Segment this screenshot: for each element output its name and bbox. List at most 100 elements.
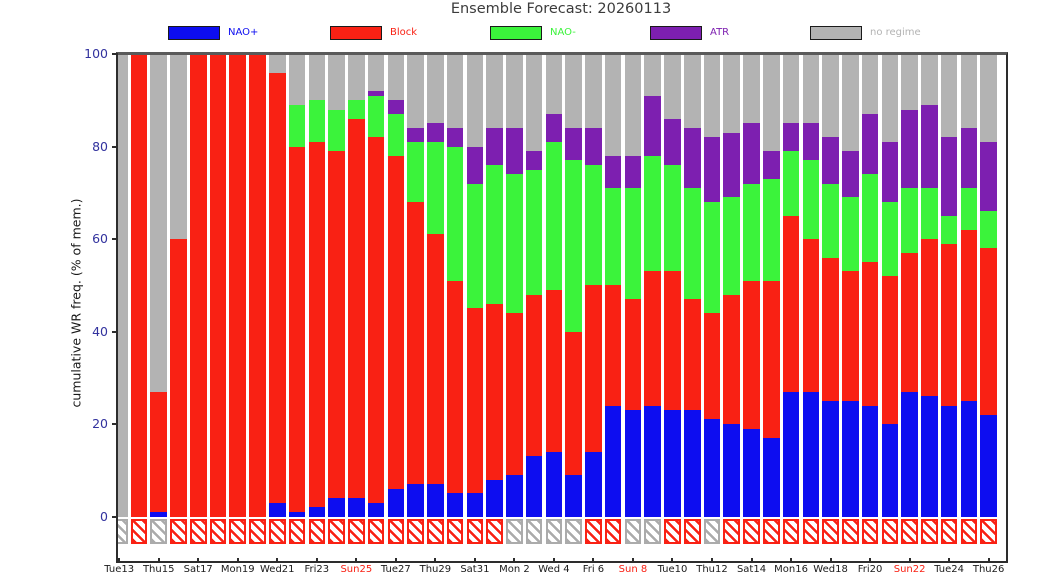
dominant-regime-box bbox=[249, 519, 266, 544]
no-regime-segment bbox=[762, 54, 780, 152]
NAO+-segment bbox=[506, 474, 523, 517]
y-tick-label: 60 bbox=[92, 231, 108, 246]
NAO+-segment bbox=[703, 419, 721, 517]
NAO+-segment bbox=[565, 474, 582, 517]
Block-segment bbox=[842, 271, 859, 401]
NAO+-segment bbox=[802, 391, 820, 517]
dominant-regime-box bbox=[624, 519, 642, 544]
bar-Fri30 bbox=[446, 54, 464, 517]
dominant-regime-box bbox=[150, 519, 167, 544]
no-regime-segment bbox=[703, 54, 721, 138]
NAO--segment bbox=[427, 141, 444, 235]
ATR-segment bbox=[644, 95, 661, 156]
NAO+-segment bbox=[901, 391, 918, 517]
dominant-regime-box bbox=[446, 519, 464, 544]
ATR-segment bbox=[960, 128, 978, 189]
Block-segment bbox=[268, 72, 286, 503]
no-regime-segment bbox=[822, 54, 839, 138]
ATR-segment bbox=[743, 123, 760, 184]
NAO--segment bbox=[624, 188, 642, 300]
x-tick-mark bbox=[394, 558, 397, 563]
Block-segment bbox=[308, 141, 326, 508]
NAO+-segment bbox=[940, 405, 958, 517]
ATR-segment bbox=[802, 123, 820, 161]
x-tick-mark bbox=[118, 558, 121, 563]
bar-Fri6 bbox=[585, 54, 602, 517]
NAO--segment bbox=[506, 174, 523, 313]
no-regime-segment bbox=[387, 54, 405, 101]
y-tick-label: 80 bbox=[92, 138, 108, 154]
x-tick-label: Fri23 bbox=[304, 564, 330, 575]
Block-segment bbox=[585, 285, 602, 452]
y-tick-label: 40 bbox=[92, 323, 108, 339]
y-tick-mark bbox=[112, 53, 118, 55]
dominant-regime-box bbox=[209, 519, 227, 544]
no-regime-segment bbox=[486, 54, 503, 128]
no-regime-segment bbox=[545, 54, 563, 115]
Block-segment bbox=[525, 294, 543, 457]
dominant-regime-box bbox=[367, 519, 385, 544]
no-regime-segment bbox=[960, 54, 978, 128]
no-regime-segment bbox=[348, 54, 365, 101]
Block-segment bbox=[940, 243, 958, 406]
no-regime-segment bbox=[466, 54, 484, 147]
dominant-regime-box bbox=[427, 519, 444, 544]
dominant-regime-box bbox=[288, 519, 306, 544]
dominant-regime-box bbox=[130, 519, 148, 544]
x-tick-label: Wed21 bbox=[260, 564, 295, 575]
NAO--segment bbox=[466, 183, 484, 309]
bar-Wed18 bbox=[822, 54, 839, 517]
NAO+-segment bbox=[743, 428, 760, 517]
dominant-regime-box bbox=[348, 519, 365, 544]
NAO--segment bbox=[604, 188, 622, 286]
NAO--segment bbox=[762, 178, 780, 281]
NAO--segment bbox=[308, 100, 326, 142]
no-regime-segment bbox=[565, 54, 582, 128]
dominant-regime-box bbox=[118, 519, 128, 544]
legend-swatch-NAO- bbox=[490, 26, 542, 40]
dominant-regime-box bbox=[308, 519, 326, 544]
NAO+-segment bbox=[348, 498, 365, 517]
NAO+-segment bbox=[308, 507, 326, 517]
NAO--segment bbox=[723, 197, 741, 295]
Block-segment bbox=[703, 313, 721, 420]
ATR-segment bbox=[525, 151, 543, 170]
x-tick-label: Tue13 bbox=[104, 564, 135, 575]
bar-Wed4 bbox=[545, 54, 563, 517]
no-regime-segment bbox=[288, 54, 306, 105]
bar-Thu5 bbox=[565, 54, 582, 517]
plot-area bbox=[118, 54, 1004, 558]
NAO--segment bbox=[585, 165, 602, 286]
Block-segment bbox=[881, 276, 899, 424]
dominant-regime-box bbox=[170, 519, 187, 544]
legend-label: ATR bbox=[710, 27, 730, 38]
no-regime-segment bbox=[308, 54, 326, 101]
x-tick-mark bbox=[829, 558, 832, 563]
bar-Sun8 bbox=[624, 54, 642, 517]
dominant-regime-box bbox=[387, 519, 405, 544]
bar-Sat21 bbox=[881, 54, 899, 517]
NAO--segment bbox=[980, 211, 997, 249]
no-regime-segment bbox=[328, 54, 345, 110]
no-regime-segment bbox=[743, 54, 760, 124]
bar-Sat24 bbox=[328, 54, 345, 517]
no-regime-segment bbox=[525, 54, 543, 152]
no-regime-segment bbox=[683, 54, 701, 128]
x-tick-label: Tue10 bbox=[657, 564, 688, 575]
bar-Fri20 bbox=[861, 54, 879, 517]
bar-Thu22 bbox=[288, 54, 306, 517]
NAO+-segment bbox=[664, 410, 681, 517]
ATR-segment bbox=[921, 104, 938, 189]
Block-segment bbox=[861, 262, 879, 406]
bar-Wed28 bbox=[407, 54, 424, 517]
x-tick-mark bbox=[987, 558, 990, 563]
Block-segment bbox=[288, 146, 306, 512]
dominant-regime-box bbox=[604, 519, 622, 544]
bar-Thu19 bbox=[842, 54, 859, 517]
no-regime-segment bbox=[842, 54, 859, 152]
dominant-regime-box bbox=[328, 519, 345, 544]
dominant-regime-box bbox=[545, 519, 563, 544]
ATR-segment bbox=[782, 123, 800, 152]
ATR-segment bbox=[664, 118, 681, 165]
y-axis-label: cumulative WR freq. (% of mem.) bbox=[68, 198, 84, 408]
